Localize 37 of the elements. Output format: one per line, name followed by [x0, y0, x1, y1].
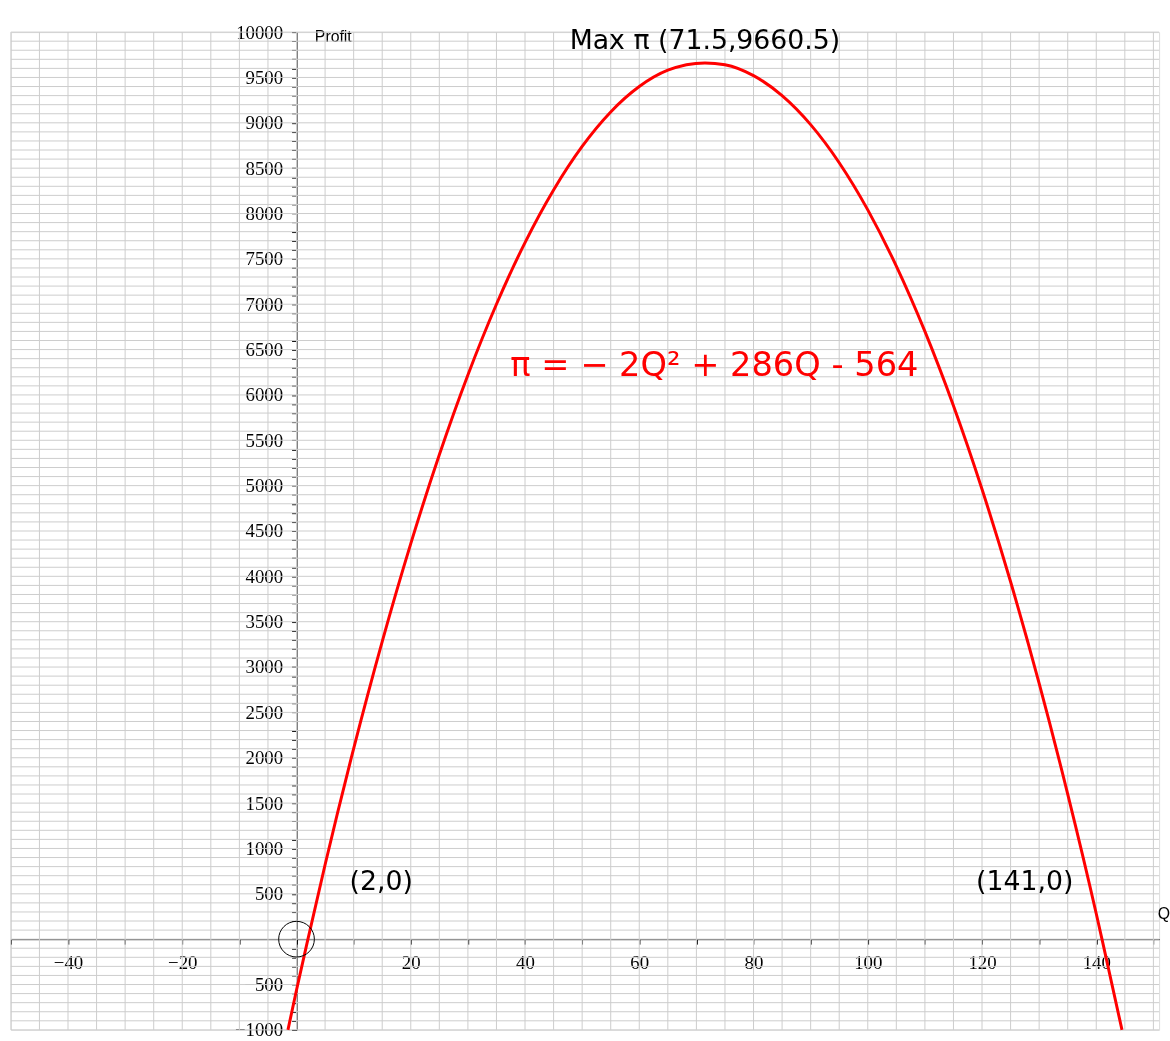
y-tick-label: 10000	[236, 21, 284, 43]
annotation: (2,0)	[349, 864, 413, 896]
x-tick-label: 20	[401, 952, 421, 974]
y-tick-label: 4500	[245, 520, 284, 542]
y-tick-label: 2500	[245, 701, 284, 723]
y-tick-label: 6500	[245, 339, 284, 361]
y-tick-label: 6000	[245, 384, 284, 406]
y-tick-label: 7000	[245, 293, 284, 315]
y-tick-label: 8000	[245, 202, 284, 224]
x-tick-label: 60	[630, 952, 650, 974]
series-label: π = − 2Q² + 286Q - 564	[510, 345, 919, 385]
x-axis-title: Q	[1157, 904, 1170, 922]
y-tick-label: 5000	[245, 475, 284, 497]
y-tick-label: 3500	[245, 611, 284, 633]
x-tick-label: 40	[516, 952, 535, 974]
y-tick-label: −500	[244, 973, 284, 995]
x-tick-label: −20	[168, 952, 198, 974]
y-tick-label: 1500	[245, 792, 284, 814]
annotation: Max π (71.5,9660.5)	[569, 24, 841, 56]
x-tick-label: 120	[968, 952, 997, 974]
x-tick-label: −40	[53, 952, 84, 974]
x-tick-label: 100	[854, 952, 883, 974]
y-tick-label: 3000	[245, 656, 284, 678]
y-tick-label: 9000	[245, 112, 284, 134]
y-tick-label: 500	[254, 883, 284, 905]
y-tick-label: 9500	[245, 66, 284, 88]
y-tick-label: 4000	[245, 565, 284, 587]
y-axis-title: Profit	[314, 27, 353, 45]
annotation: (141,0)	[976, 864, 1074, 896]
y-tick-label: 1000	[245, 837, 284, 859]
x-tick-label: 80	[744, 952, 764, 974]
y-tick-label: 5500	[245, 429, 284, 451]
y-tick-label: 8500	[245, 157, 284, 179]
y-tick-label: −1000	[234, 1019, 284, 1041]
y-tick-label: 2000	[245, 747, 284, 769]
line-series	[286, 61, 1124, 1032]
y-tick-label: 7500	[245, 248, 284, 270]
